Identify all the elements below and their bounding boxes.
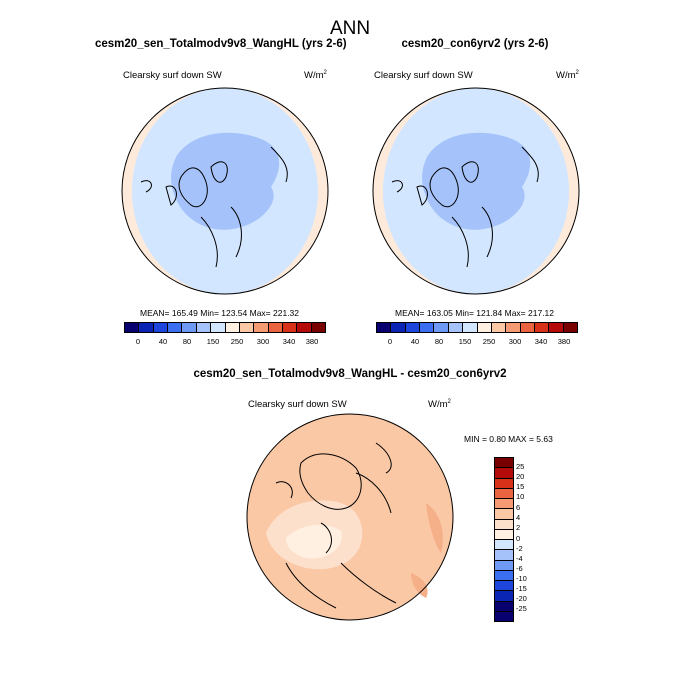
cbar2-color-13 [563,323,578,332]
panel1-polar-map [121,87,329,295]
cbar3-tick: 10 [516,492,525,501]
diff-panel-units: W/m2 [428,398,451,410]
cbar1-color-11 [282,323,298,332]
cbar2-tick: 380 [557,337,571,346]
cbar3-color-3 [495,488,513,499]
cbar3-tick: -25 [516,604,527,613]
cbar2-color-6 [463,323,478,332]
cbar3-color-15 [495,611,513,621]
cbar3-color-9 [495,550,513,561]
cbar3-color-10 [495,560,513,571]
cbar3-tick: 2 [516,523,521,532]
cbar3-color-7 [495,529,513,540]
panel2-polar-map [372,87,580,295]
cbar1-tick: 150 [206,337,220,346]
cbar2-tick: 80 [434,337,444,346]
cbar3-color-14 [495,601,513,612]
cbar3-tick: 6 [516,503,521,512]
cbar1-color-2 [153,323,169,332]
cbar3-color-13 [495,591,513,602]
cbar3-tick: -2 [516,544,523,553]
cbar3-tick: -6 [516,564,523,573]
cbar2-tick: 300 [508,337,522,346]
cbar3-color-5 [495,509,513,520]
panel2-title: cesm20_con6yrv2 (yrs 2-6) [401,38,549,50]
panel1-title: cesm20_sen_Totalmodv9v8_WangHL (yrs 2-6) [95,38,347,50]
diff-colorbar [494,457,514,622]
cbar2-color-2 [405,323,421,332]
panel2-units: W/m2 [556,69,579,81]
cbar1-tick: 340 [282,337,296,346]
panel1-units: W/m2 [304,69,327,81]
cbar2-color-9 [506,323,521,332]
cbar1-tick: 0 [135,337,141,346]
cbar1-color-13 [311,323,326,332]
cbar2-color-12 [549,323,564,332]
panel2-colorbar-ticks: 0 40 80 150 250 300 340 380 [376,337,576,347]
panel1-variable: Clearsky surf down SW [123,70,222,81]
cbar3-tick: -15 [516,584,527,593]
cbar2-color-7 [477,323,492,332]
cbar1-color-4 [182,323,197,332]
cbar1-tick: 40 [158,337,168,346]
cbar1-color-10 [268,323,283,332]
cbar1-color-12 [297,323,312,332]
cbar1-color-7 [225,323,240,332]
cbar2-color-3 [420,323,435,332]
cbar2-color-4 [434,323,449,332]
cbar3-tick: -4 [516,554,523,563]
cbar2-tick: 0 [387,337,393,346]
panel1-colorbar [124,322,326,333]
cbar1-color-5 [196,323,212,332]
cbar1-tick: 300 [256,337,270,346]
panel1-colorbar-ticks: 0 40 80 150 250 300 340 380 [124,337,324,347]
diff-panel-title: cesm20_sen_Totalmodv9v8_WangHL - cesm20_… [193,368,507,380]
cbar3-tick: -10 [516,574,527,583]
cbar2-tick: 150 [458,337,472,346]
cbar3-color-12 [495,581,513,592]
cbar3-color-6 [495,519,513,530]
cbar1-color-8 [239,323,255,332]
cbar3-color-11 [495,570,513,581]
figure-title: ANN [329,18,371,39]
cbar3-tick: 15 [516,482,525,491]
diff-colorbar-ticks: 25 20 15 10 6 4 2 0 -2 -4 -6 -10 -15 -20… [516,457,546,620]
cbar2-tick: 250 [482,337,496,346]
cbar2-color-0 [377,323,392,332]
panel1-stats: MEAN= 165.49 Min= 123.54 Max= 221.32 [140,308,300,318]
cbar3-tick: 25 [516,462,525,471]
diff-panel-stats: MIN = 0.80 MAX = 5.63 [464,434,553,444]
cbar1-tick: 80 [182,337,192,346]
cbar2-tick: 40 [410,337,420,346]
panel2-variable: Clearsky surf down SW [374,70,473,81]
cbar3-color-1 [495,468,513,479]
cbar3-color-2 [495,478,513,489]
cbar3-tick: 20 [516,472,525,481]
cbar1-tick: 250 [230,337,244,346]
diff-polar-map [246,413,454,621]
cbar2-color-10 [520,323,535,332]
cbar3-color-0 [495,458,513,469]
cbar2-color-8 [491,323,507,332]
cbar1-color-9 [254,323,269,332]
diff-panel-variable: Clearsky surf down SW [248,399,347,410]
cbar1-color-3 [168,323,183,332]
cbar1-color-6 [211,323,226,332]
panel2-stats: MEAN= 163.05 Min= 121.84 Max= 217.12 [395,308,555,318]
cbar3-tick: -20 [516,594,527,603]
cbar3-color-4 [495,499,513,510]
cbar2-color-5 [448,323,464,332]
cbar1-color-1 [139,323,154,332]
cbar2-tick: 340 [534,337,548,346]
cbar3-tick: 0 [516,534,521,543]
cbar2-color-11 [534,323,550,332]
cbar1-color-0 [125,323,140,332]
cbar3-color-8 [495,540,513,551]
cbar2-color-1 [391,323,406,332]
panel2-colorbar [376,322,578,333]
cbar1-tick: 380 [305,337,319,346]
cbar3-tick: 4 [516,513,521,522]
